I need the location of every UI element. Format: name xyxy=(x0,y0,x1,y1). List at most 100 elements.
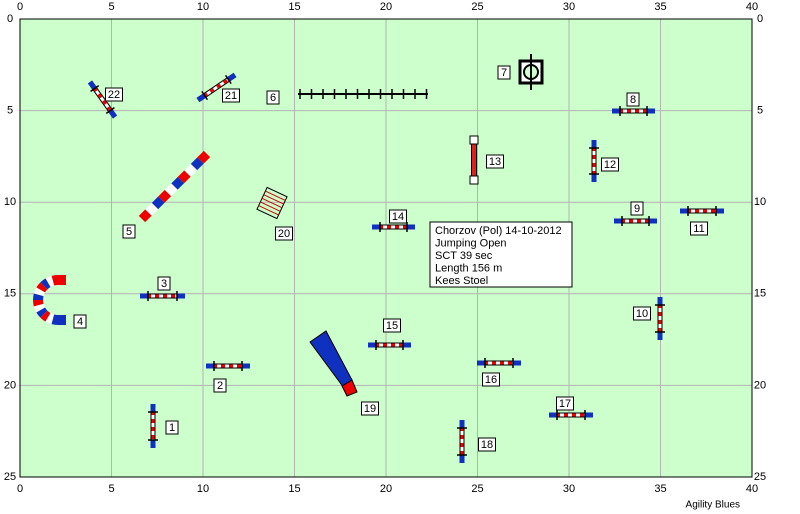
jump xyxy=(372,222,415,232)
tunnel-segment xyxy=(40,310,51,322)
obstacle-label: 16 xyxy=(485,374,497,386)
tunnel-segment xyxy=(33,287,46,297)
wall-segment xyxy=(138,209,152,223)
obstacle-label: 15 xyxy=(386,320,398,332)
tunnel-segment xyxy=(45,312,55,325)
y-tick-label: 5 xyxy=(757,105,763,117)
obstacle-label: 3 xyxy=(161,278,167,290)
label-box xyxy=(266,90,280,105)
obstacle-label: 2 xyxy=(217,380,223,392)
x-tick-label: 10 xyxy=(197,1,209,13)
obstacle-label: 14 xyxy=(392,211,404,223)
wall-segment xyxy=(171,176,185,190)
label-box xyxy=(626,92,640,107)
y-tick-label: 20 xyxy=(4,379,16,391)
jump-bar xyxy=(202,77,231,98)
chute-end xyxy=(341,379,358,397)
y-tick-label: 10 xyxy=(754,196,766,208)
tunnel-end xyxy=(58,275,66,285)
jump-bar xyxy=(92,86,113,113)
x-tick-label: 10 xyxy=(197,483,209,495)
jump xyxy=(549,410,593,420)
wall-segment xyxy=(197,150,211,164)
jump xyxy=(589,140,599,182)
jump-wing xyxy=(87,80,97,90)
obstacle-label: 4 xyxy=(77,316,83,328)
obstacle-label: 9 xyxy=(634,203,640,215)
jump-post xyxy=(90,84,100,93)
obstacle-label: 20 xyxy=(278,228,290,240)
obstacle-label: 17 xyxy=(559,398,571,410)
label-box xyxy=(486,154,504,169)
info-line: Chorzov (Pol) 14-10-2012 xyxy=(435,225,562,237)
label-box xyxy=(275,226,293,241)
jump-wing xyxy=(226,72,237,82)
tunnel-end xyxy=(58,315,66,325)
info-line: SCT 39 sec xyxy=(435,250,493,262)
jump xyxy=(87,80,118,119)
x-tick-label: 35 xyxy=(654,483,666,495)
label-box xyxy=(690,221,708,236)
tunnel-segment xyxy=(33,293,44,301)
jump xyxy=(140,291,185,301)
jump-post xyxy=(201,90,209,101)
label-box xyxy=(122,224,136,239)
wall-segment xyxy=(177,170,191,184)
jump xyxy=(612,106,655,116)
jump-post xyxy=(105,106,115,115)
tunnel-segment xyxy=(40,278,51,290)
label-box xyxy=(478,437,496,452)
jump xyxy=(680,206,724,216)
obstacle-label: 21 xyxy=(225,90,237,102)
x-tick-label: 30 xyxy=(563,483,575,495)
x-tick-label: 15 xyxy=(288,483,300,495)
obstacle-label: 19 xyxy=(364,403,376,415)
label-box xyxy=(389,209,407,224)
ladder-rung xyxy=(261,197,283,209)
label-box xyxy=(383,318,401,333)
y-tick-label: 15 xyxy=(754,288,766,300)
obstacle-label: 7 xyxy=(501,67,507,79)
obstacle-label: 1 xyxy=(169,422,175,434)
jump xyxy=(457,420,467,463)
label-box xyxy=(497,65,511,80)
obstacle-label: 22 xyxy=(108,89,120,101)
tunnel-segment xyxy=(45,275,55,288)
x-tick-label: 25 xyxy=(471,483,483,495)
obstacle-label: 5 xyxy=(126,226,132,238)
x-tick-label: 0 xyxy=(17,483,23,495)
x-tick-label: 35 xyxy=(654,1,666,13)
y-tick-label: 20 xyxy=(754,379,766,391)
obstacle-label: 10 xyxy=(636,308,648,320)
info-line: Jumping Open xyxy=(435,237,507,249)
wall-segment xyxy=(164,183,178,197)
x-tick-label: 20 xyxy=(380,1,392,13)
x-tick-label: 5 xyxy=(108,483,114,495)
wall-segment xyxy=(190,157,204,171)
jump xyxy=(477,358,521,368)
tunnel-segment xyxy=(51,275,59,286)
ladder-rung xyxy=(263,194,284,205)
tunnel-segment xyxy=(36,282,48,293)
obstacle-label: 12 xyxy=(604,159,616,171)
y-tick-label: 25 xyxy=(4,471,16,483)
jump xyxy=(196,72,237,103)
label-box xyxy=(165,420,179,435)
label-box xyxy=(601,157,619,172)
label-box xyxy=(73,314,87,329)
obstacle-label: 6 xyxy=(270,92,276,104)
label-box xyxy=(630,201,644,216)
x-tick-label: 40 xyxy=(746,1,758,13)
tunnel-segment xyxy=(33,303,46,313)
jump-wing xyxy=(196,93,207,103)
obstacle-label: 18 xyxy=(481,439,493,451)
x-tick-label: 30 xyxy=(563,1,575,13)
x-tick-label: 5 xyxy=(108,1,114,13)
obstacle-label: 8 xyxy=(630,94,636,106)
info-line: Kees Stoel xyxy=(435,275,488,287)
ladder xyxy=(256,186,288,220)
label-box xyxy=(482,372,500,387)
obstacle-label: 11 xyxy=(693,223,704,235)
label-box xyxy=(556,396,574,411)
x-tick-label: 40 xyxy=(746,483,758,495)
